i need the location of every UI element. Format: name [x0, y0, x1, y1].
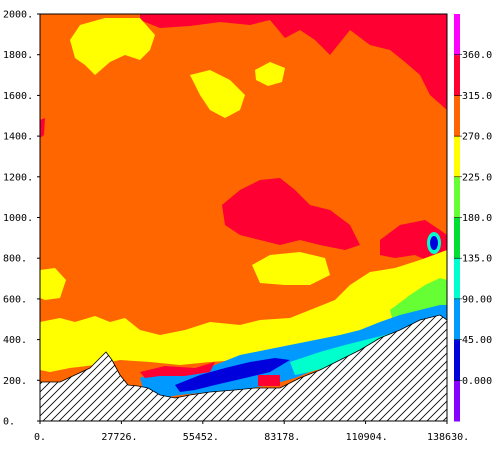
y-tick-label: 1800.: [3, 50, 33, 61]
band-225-270-right: [190, 70, 245, 118]
colorbar-segment: [454, 54, 460, 96]
band-135-180: [290, 330, 400, 375]
colorbar-segment: [454, 380, 460, 422]
band-315-360-mid: [222, 178, 360, 250]
x-tick-label: 83178.: [264, 432, 300, 443]
y-tick-label: 1400.: [3, 132, 33, 143]
colorbar-segment: [454, 298, 460, 341]
x-tick-label: 55452.: [183, 432, 219, 443]
band-315-360-strip: [140, 362, 215, 378]
band-225-270-leftpatch: [40, 268, 66, 300]
colorbar-segment: [454, 217, 460, 259]
x-tick-label: 0.: [34, 432, 46, 443]
band-315-360-top: [140, 14, 447, 110]
x-tick-label: 110904.: [346, 432, 388, 443]
band-225-270-mid: [252, 252, 330, 285]
colorbar-segment: [454, 14, 460, 56]
band-45-90: [175, 358, 290, 392]
colorbar-segment: [454, 258, 460, 300]
y-axis: 0. 200. 400. 600. 800. 1000. 1200. 1400. 1600. 18…: [3, 10, 40, 428]
y-tick-label: 0.: [3, 417, 15, 428]
y-tick-label: 800.: [3, 254, 27, 265]
x-tick-label: 27726.: [101, 432, 137, 443]
colorbar-segment: [454, 339, 460, 381]
colorbar-segment: [454, 136, 460, 178]
colorbar-label: 90.00: [462, 294, 492, 305]
y-tick-label: 600.: [3, 294, 27, 305]
y-tick-label: 1200.: [3, 172, 33, 183]
plot-area: [40, 14, 447, 421]
band-225-270-small: [255, 62, 285, 86]
y-tick-label: 1000.: [3, 213, 33, 224]
band-225-270-top: [70, 18, 155, 75]
band-315-360-block: [258, 375, 280, 386]
y-tick-label: 200.: [3, 376, 27, 387]
y-tick-label: 2000.: [3, 10, 33, 21]
colorbar-label: 0.000: [462, 376, 492, 387]
colorbar: 0.000 45.00 90.00 135.0 180.0 225.0 270.0 315.0…: [454, 14, 492, 422]
colorbar-label: 270.0: [462, 132, 492, 143]
band-315-360-left: [40, 118, 45, 138]
y-tick-label: 400.: [3, 335, 27, 346]
colorbar-label: 360.0: [462, 50, 492, 61]
peak-feature-core: [430, 236, 438, 250]
colorbar-label: 45.00: [462, 335, 492, 346]
colorbar-label: 180.0: [462, 213, 492, 224]
colorbar-segment: [454, 95, 460, 137]
terrain: [40, 314, 447, 421]
colorbar-label: 225.0: [462, 172, 492, 183]
y-tick-label: 1600.: [3, 91, 33, 102]
colorbar-label: 135.0: [462, 254, 492, 265]
colorbar-segment: [454, 176, 460, 218]
colorbar-label: 315.0: [462, 91, 492, 102]
x-tick-label: 138630.: [427, 432, 469, 443]
x-axis: 0. 27726. 55452. 83178. 110904. 138630.: [34, 421, 469, 443]
